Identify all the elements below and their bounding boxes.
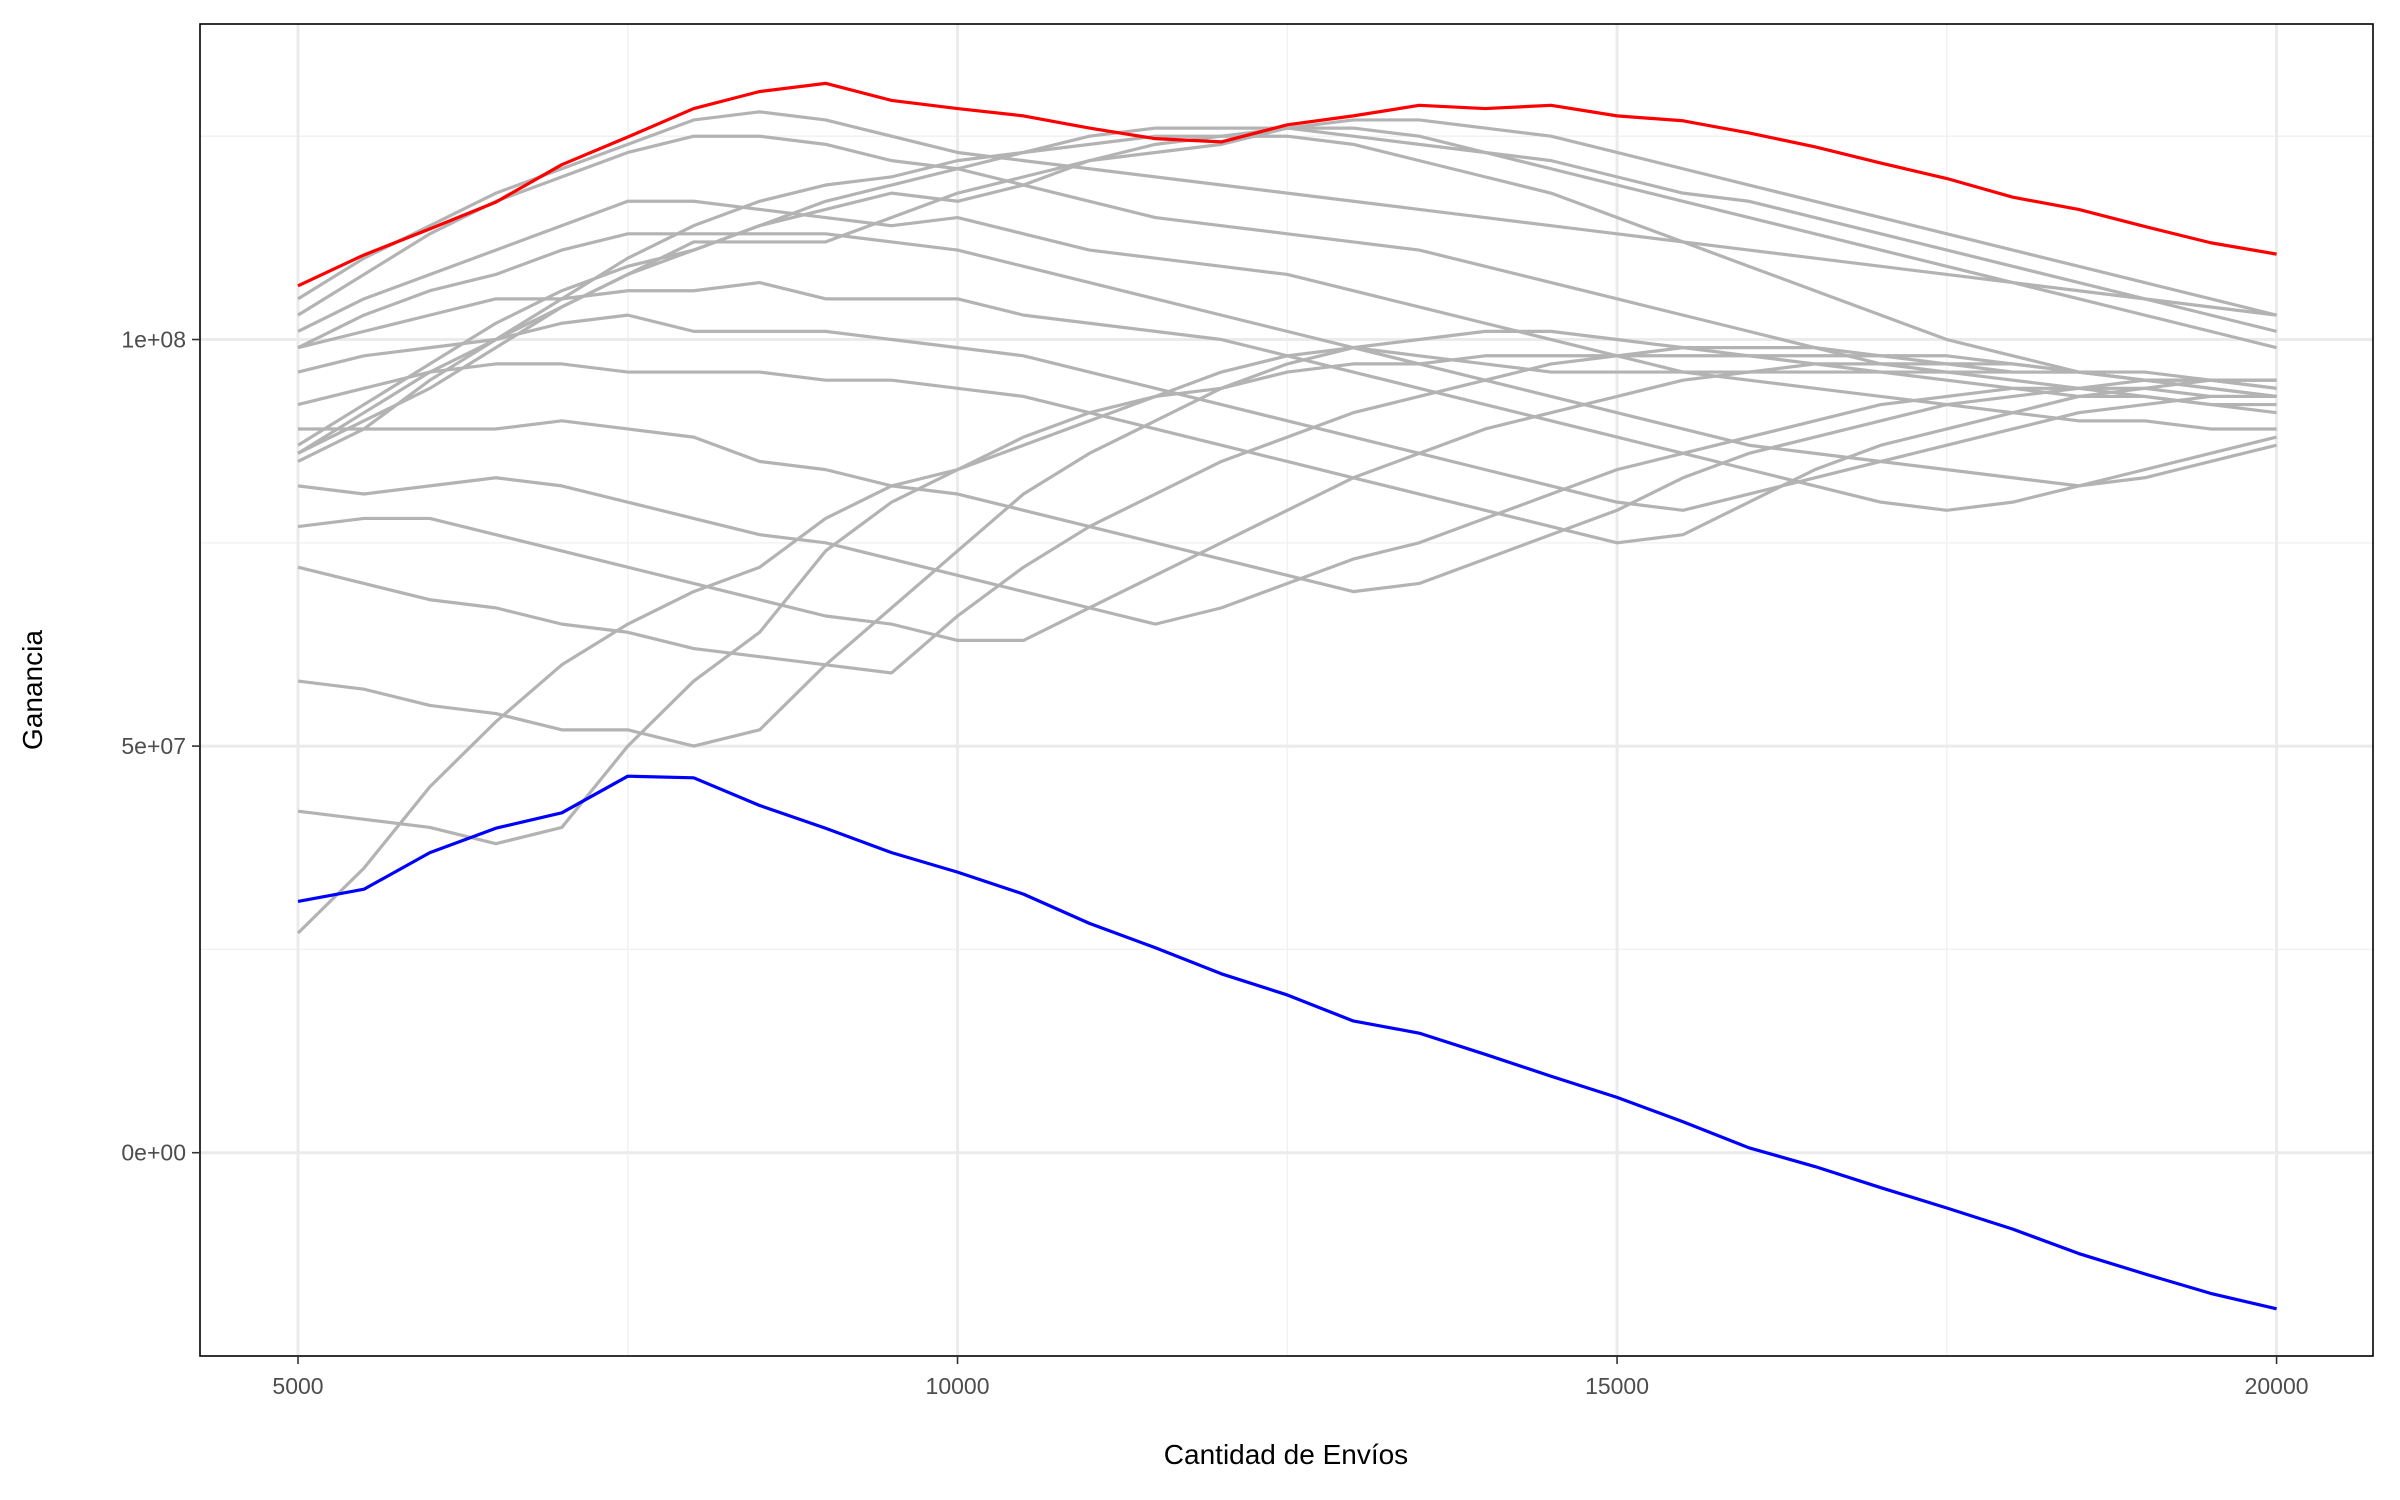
y-axis-title: Ganancia <box>17 630 48 750</box>
x-tick-label: 15000 <box>1585 1373 1649 1399</box>
series-line <box>297 362 2277 545</box>
y-tick-label: 0e+00 <box>121 1140 186 1166</box>
series-line <box>297 329 2277 748</box>
series-line <box>297 346 2277 846</box>
series-line <box>297 313 2277 512</box>
x-tick-label: 5000 <box>272 1373 323 1399</box>
series-line <box>297 134 2277 447</box>
grid <box>200 24 2373 1356</box>
panel-border <box>199 23 2374 1357</box>
series-line <box>297 126 2277 455</box>
x-tick-label: 20000 <box>2245 1373 2309 1399</box>
x-axis-title: Cantidad de Envíos <box>1164 1439 1408 1470</box>
series-line <box>297 346 2277 675</box>
y-tick-label: 5e+07 <box>121 733 186 759</box>
series-line <box>297 386 2277 626</box>
lines <box>296 81 2277 1311</box>
y-tick-label: 1e+08 <box>121 327 186 353</box>
series-line <box>296 354 2277 935</box>
series-line <box>297 110 2277 317</box>
series-line <box>297 81 2277 288</box>
axes: 0e+00 5e+07 1e+08 5000 10000 15000 20000 <box>121 327 2308 1399</box>
series-line <box>298 378 2277 594</box>
x-tick-label: 10000 <box>926 1373 990 1399</box>
series-line <box>297 232 2277 488</box>
series-line <box>297 774 2277 1311</box>
